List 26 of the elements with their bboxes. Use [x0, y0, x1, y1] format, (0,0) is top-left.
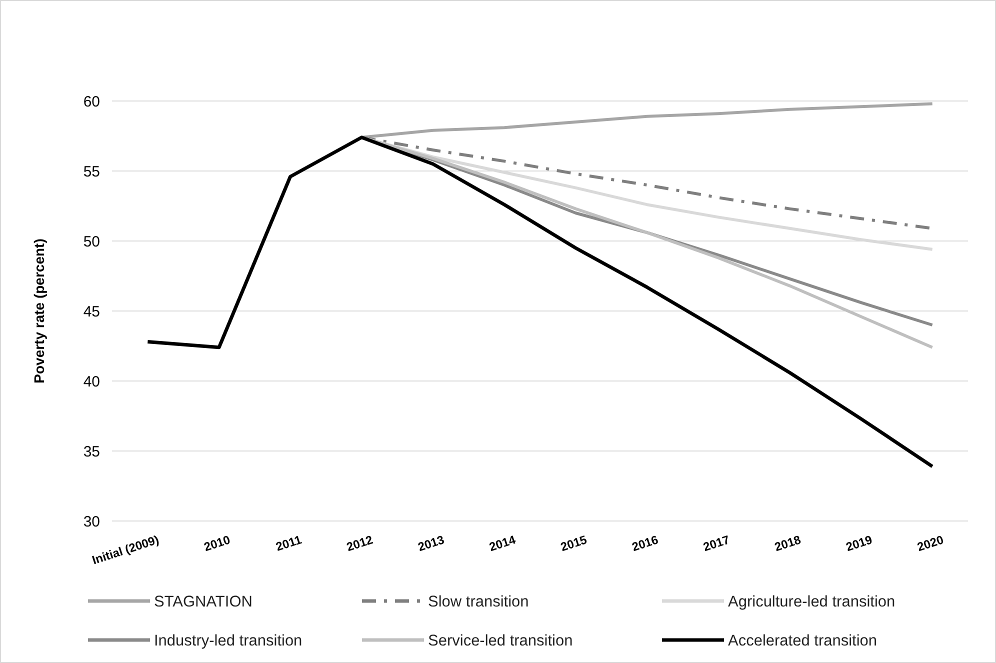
- x-tick-label: 2015: [558, 532, 589, 554]
- x-tick-label: 2013: [416, 532, 446, 554]
- x-tick-label: 2010: [202, 532, 232, 554]
- x-tick-label: 2014: [488, 532, 518, 554]
- y-tick-label: 45: [83, 303, 100, 320]
- x-tick-label: 2016: [630, 532, 660, 554]
- x-tick-label: 2020: [916, 532, 946, 554]
- y-tick-label: 35: [83, 443, 100, 460]
- legend-label: Slow transition: [428, 593, 529, 610]
- x-tick-label: 2018: [772, 532, 803, 554]
- y-tick-label: 40: [83, 373, 100, 390]
- y-tick-label: 50: [83, 233, 100, 250]
- x-tick-label: 2011: [274, 532, 304, 554]
- x-tick-label: Initial (2009): [90, 532, 161, 568]
- y-tick-label: 55: [83, 163, 100, 180]
- legend-label: Agriculture-led transition: [728, 593, 896, 610]
- y-tick-label: 30: [83, 513, 100, 530]
- x-tick-label: 2019: [844, 532, 874, 554]
- y-axis-title: Poverty rate (percent): [31, 238, 47, 384]
- y-tick-label: 60: [83, 93, 100, 110]
- legend-label: STAGNATION: [154, 593, 252, 610]
- legend-label: Accelerated transition: [728, 632, 878, 650]
- x-tick-label: 2017: [702, 532, 732, 554]
- x-tick-label: 2012: [344, 532, 375, 554]
- legend-label: Service-led transition: [428, 632, 573, 650]
- legend-label: Industry-led transition: [154, 632, 302, 650]
